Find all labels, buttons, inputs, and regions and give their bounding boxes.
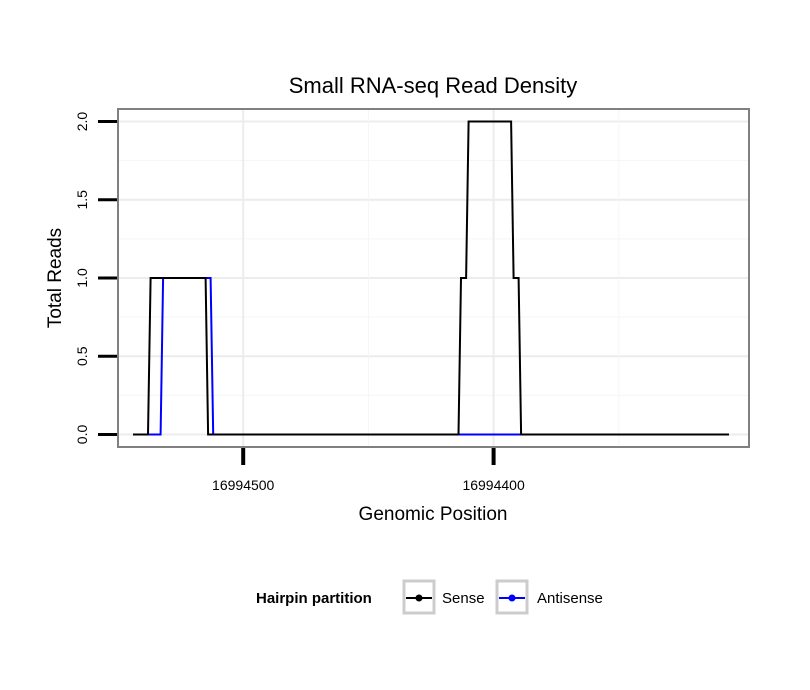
legend-item-antisense: Antisense: [495, 579, 603, 615]
legend-label-antisense: Antisense: [537, 590, 603, 607]
x-tick-label: 16994400: [462, 477, 525, 493]
y-tick-label: 0.0: [74, 425, 90, 445]
legend-key-antisense-box: [495, 579, 529, 615]
legend-key-sense-box: [402, 579, 436, 615]
x-axis: 16994500 16994400: [212, 448, 525, 493]
y-tick-label: 1.5: [74, 190, 90, 210]
legend-item-sense: Sense: [402, 579, 485, 615]
legend: Hairpin partition Sense Antisense: [256, 579, 603, 615]
series-layer: [133, 120, 729, 436]
legend-label-sense: Sense: [442, 590, 485, 607]
legend-key-sense-dot: [415, 594, 423, 602]
y-tick-label: 2.0: [74, 112, 90, 132]
y-tick-label: 1.0: [74, 268, 90, 288]
y-axis: 0.0 0.5 1.0 1.5 2.0: [74, 112, 117, 445]
legend-title: Hairpin partition: [256, 590, 372, 607]
series-line-sense: [133, 120, 729, 436]
x-tick-label: 16994500: [212, 477, 275, 493]
x-axis-title: Genomic Position: [359, 504, 508, 525]
chart-title: Small RNA-seq Read Density: [289, 73, 578, 98]
plot-panel-border: [117, 108, 750, 448]
y-axis-title: Total Reads: [45, 228, 66, 328]
y-tick-label: 0.5: [74, 346, 90, 366]
legend-key-antisense-dot: [508, 594, 516, 602]
